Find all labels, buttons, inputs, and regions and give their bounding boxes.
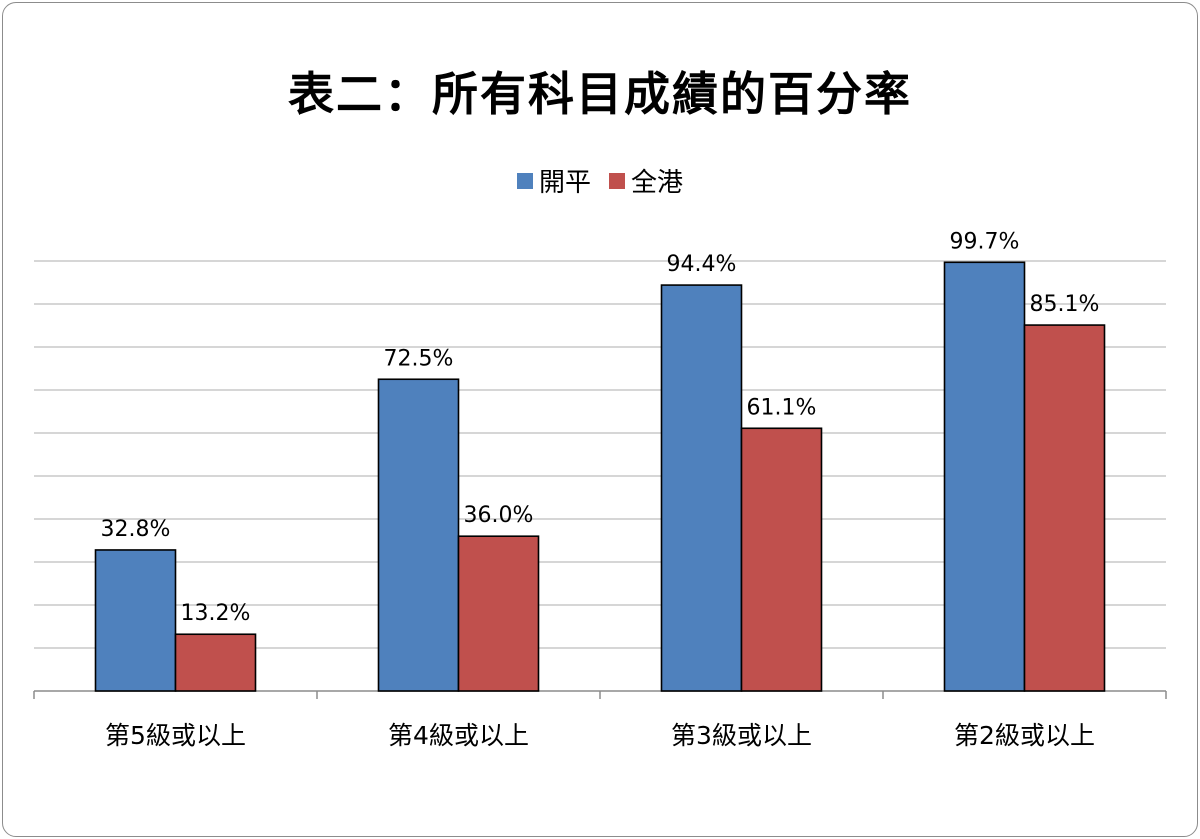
x-tick-label: 第4級或以上: [388, 721, 529, 750]
legend-swatch-series-0: [516, 172, 533, 189]
bar-series-1: [174, 633, 257, 692]
legend-item-series-0: 開平: [516, 162, 591, 199]
x-tick-label: 第5級或以上: [105, 721, 246, 750]
legend: 開平 全港: [0, 162, 1200, 199]
data-label-series-0: 99.7%: [950, 229, 1020, 254]
data-label-series-1: 61.1%: [747, 395, 817, 420]
data-label-series-0: 72.5%: [384, 346, 454, 371]
bar-series-0: [377, 378, 460, 692]
data-label-series-0: 94.4%: [667, 252, 737, 277]
data-label-series-1: 36.0%: [464, 503, 534, 528]
legend-swatch-series-1: [609, 172, 625, 189]
bar-series-0: [660, 284, 743, 692]
x-tick-label: 第3級或以上: [671, 721, 812, 750]
bar-series-1: [1023, 324, 1106, 692]
data-label-series-1: 13.2%: [181, 601, 251, 626]
legend-label-series-1: 全港: [631, 168, 684, 198]
bar-series-1: [740, 427, 823, 692]
bar-series-0: [94, 549, 177, 692]
bar-series-1: [457, 535, 540, 692]
legend-label-series-0: 開平: [538, 168, 591, 198]
data-label-series-0: 32.8%: [101, 517, 171, 542]
x-tick-label: 第2級或以上: [954, 721, 1095, 750]
chart-title: 表二：所有科目成績的百分率: [288, 67, 912, 121]
legend-item-series-1: 全港: [609, 162, 683, 199]
bar-series-0: [943, 261, 1026, 692]
data-label-series-1: 85.1%: [1030, 292, 1100, 317]
